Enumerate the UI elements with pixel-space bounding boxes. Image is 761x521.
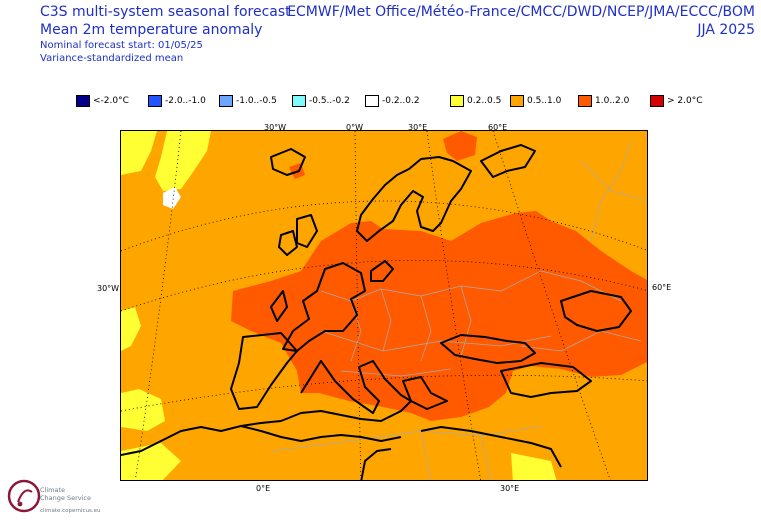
- legend-swatch: [365, 95, 379, 107]
- method-note: Variance-standardized mean: [40, 53, 184, 64]
- anomaly-0.2-0.5-region-west: [121, 307, 141, 351]
- copernicus-logo: [7, 479, 41, 513]
- logo-text: Climate Change Service: [40, 486, 91, 502]
- anomaly-map: [121, 131, 647, 480]
- lon-label-30w-top: 30°W: [264, 123, 287, 132]
- lat-label-30w-left: 30°W: [97, 284, 120, 293]
- lat-label-60e-right: 60°E: [652, 283, 672, 292]
- coastlines: [121, 144, 632, 480]
- lon-label-30e-top: 30°E: [408, 123, 428, 132]
- logo-ring-icon: [7, 479, 41, 513]
- legend-label: -2.0..-1.0: [165, 96, 206, 106]
- anomaly-0.2-0.5-region-nw: [121, 131, 157, 175]
- centres-list: ECMWF/Met Office/Météo-France/CMCC/DWD/N…: [287, 4, 755, 20]
- centres-block: ECMWF/Met Office/Météo-France/CMCC/DWD/N…: [287, 3, 755, 39]
- legend-label: -0.5..-0.2: [309, 96, 350, 106]
- lon-label-0e-bottom: 0°E: [256, 484, 271, 493]
- legend-label: -1.0..-0.5: [236, 96, 277, 106]
- anomaly-1.0-2.0-region-north: [443, 131, 477, 161]
- season-label: JJA 2025: [697, 22, 755, 38]
- lon-label-30e-bottom: 30°E: [500, 484, 520, 493]
- graticule: [121, 131, 647, 480]
- anomaly-0.2-0.5-region-se: [511, 453, 557, 480]
- legend-swatch: [510, 95, 524, 107]
- forecast-start: Nominal forecast start: 01/05/25: [40, 40, 203, 51]
- lon-label-0w-top: 0°W: [346, 123, 363, 132]
- legend-label: 0.2..0.5: [467, 96, 502, 106]
- logo-name-line1: Climate: [40, 486, 66, 494]
- lon-label-60e-top: 60°E: [488, 123, 508, 132]
- legend-swatch: [148, 95, 162, 107]
- logo-name-line2: Change Service: [40, 494, 91, 502]
- title-block: C3S multi-system seasonal forecast Mean …: [40, 3, 291, 65]
- anomaly-0.2-0.5-region-sw: [121, 389, 165, 431]
- chart-title: C3S multi-system seasonal forecast: [40, 4, 291, 20]
- legend-swatch: [292, 95, 306, 107]
- anomaly-1.0-2.0-region: [231, 211, 647, 421]
- legend-swatch: [76, 95, 90, 107]
- legend-label: > 2.0°C: [667, 96, 703, 106]
- legend-label: 1.0..2.0: [595, 96, 630, 106]
- legend-label: -0.2..0.2: [382, 96, 420, 106]
- legend-swatch: [578, 95, 592, 107]
- country-borders: [270, 140, 647, 480]
- chart-subtitle: Mean 2m temperature anomaly: [40, 22, 263, 38]
- legend-label: <-2.0°C: [93, 96, 129, 106]
- legend-label: 0.5..1.0: [527, 96, 562, 106]
- anomaly-0.2-0.5-region-atlantic: [155, 131, 211, 191]
- legend-swatch: [219, 95, 233, 107]
- legend-swatch: [650, 95, 664, 107]
- anomaly-neutral-patch: [163, 187, 181, 209]
- map-panel: [120, 130, 648, 481]
- legend-swatch: [450, 95, 464, 107]
- logo-url: climate.copernicus.eu: [40, 508, 101, 514]
